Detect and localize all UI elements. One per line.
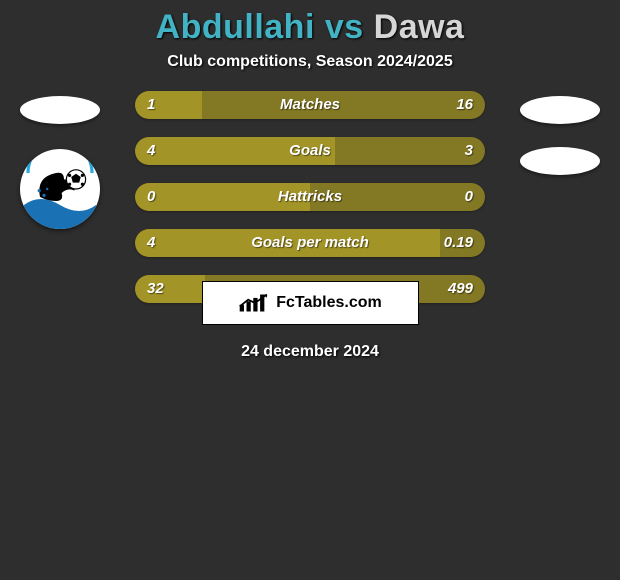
vs-text: vs (325, 8, 364, 46)
player-a-club-badge (20, 149, 100, 229)
player-b-avatar-placeholder (520, 96, 600, 124)
stat-bar: 00Hattricks (135, 183, 485, 211)
page-title: Abdullahi vs Dawa (0, 0, 620, 47)
stat-bar: 43Goals (135, 137, 485, 165)
stat-bar: 116Matches (135, 91, 485, 119)
subtitle: Club competitions, Season 2024/2025 (0, 53, 620, 71)
dolphin-club-icon (20, 149, 100, 229)
brand-chart-icon (238, 292, 272, 314)
player-a-avatar-placeholder (20, 96, 100, 124)
stat-label: Matches (135, 91, 485, 119)
stat-bar: 40.19Goals per match (135, 229, 485, 257)
brand-box[interactable]: FcTables.com (202, 281, 419, 325)
player-a-name: Abdullahi (156, 8, 315, 46)
date-line: 24 december 2024 (0, 343, 620, 361)
comparison-card: Abdullahi vs Dawa Club competitions, Sea… (0, 0, 620, 580)
stat-label: Hattricks (135, 183, 485, 211)
stat-label: Goals (135, 137, 485, 165)
player-b-club-placeholder (520, 147, 600, 175)
stat-label: Goals per match (135, 229, 485, 257)
brand-text: FcTables.com (276, 294, 382, 312)
player-b-name: Dawa (374, 8, 465, 46)
